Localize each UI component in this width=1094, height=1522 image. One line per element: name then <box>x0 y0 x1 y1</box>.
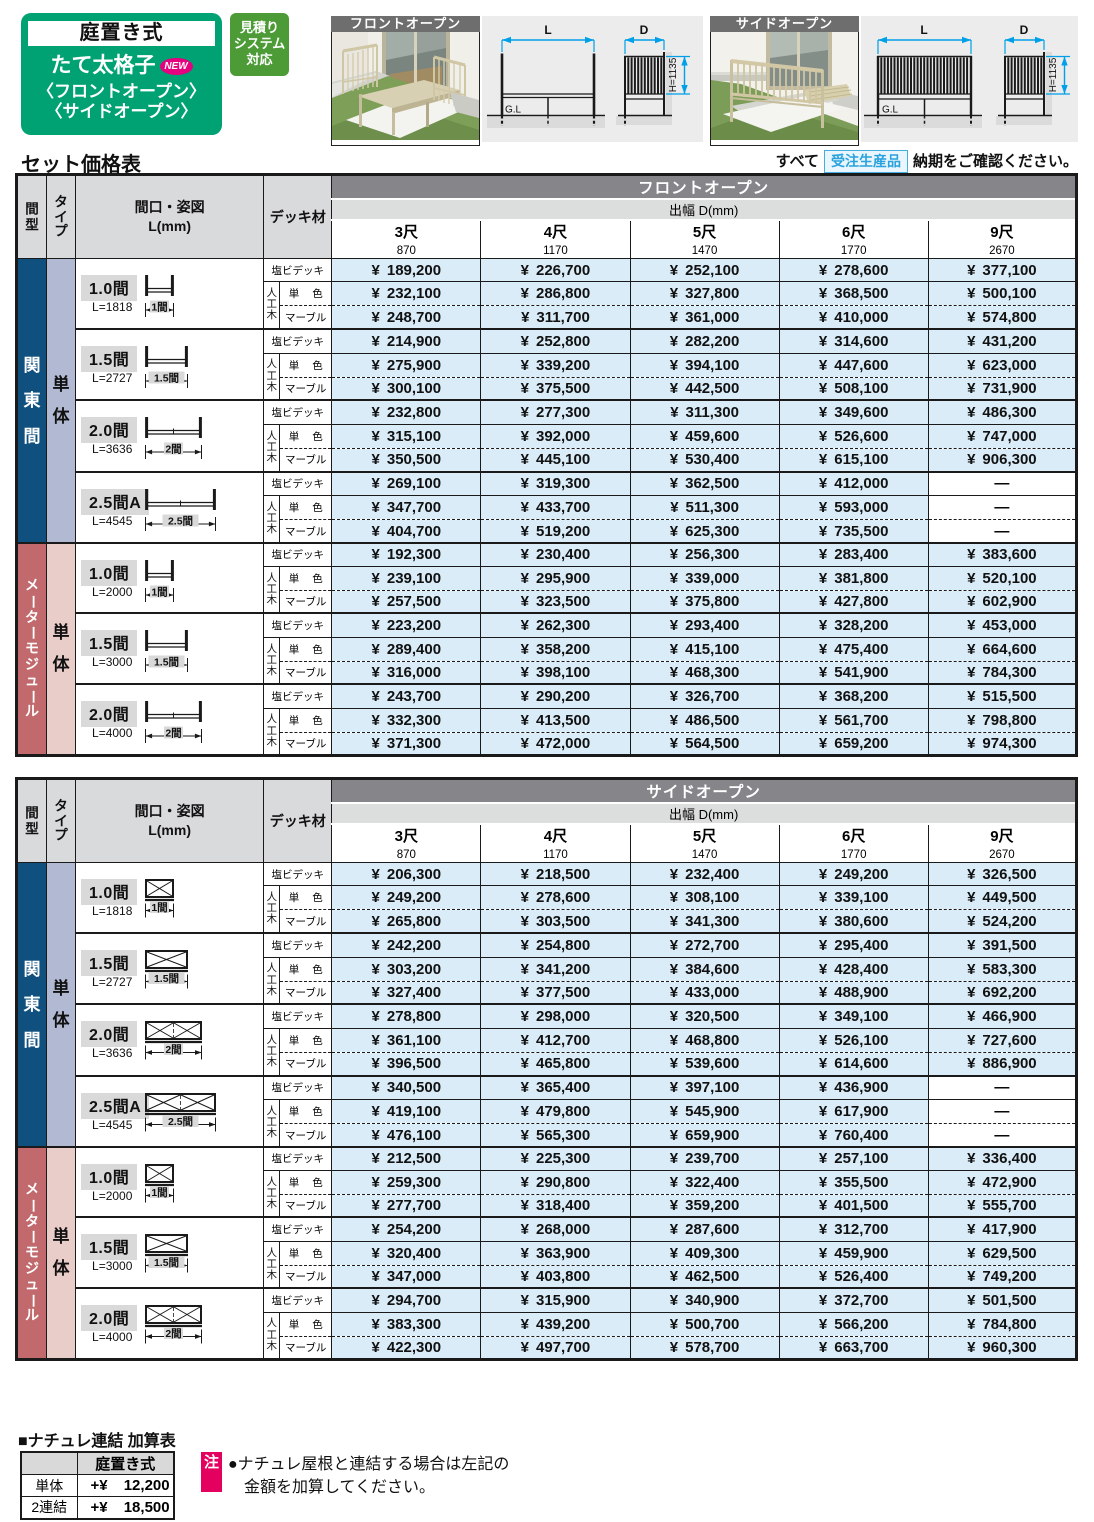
svg-text:1.5間: 1.5間 <box>154 372 179 384</box>
svg-text:G.L: G.L <box>882 105 899 116</box>
svg-text:L: L <box>920 23 927 37</box>
svg-text:D: D <box>1020 23 1029 37</box>
svg-text:1間: 1間 <box>151 302 167 314</box>
svg-text:L: L <box>544 23 551 37</box>
svg-text:1.5間: 1.5間 <box>154 1257 179 1269</box>
svg-text:2間: 2間 <box>165 1328 181 1340</box>
svg-text:G.L: G.L <box>505 105 522 116</box>
svg-text:1間: 1間 <box>151 902 167 914</box>
svg-text:1.5間: 1.5間 <box>154 973 179 985</box>
svg-text:H=1135: H=1135 <box>1048 57 1059 92</box>
svg-text:2間: 2間 <box>165 444 181 456</box>
svg-text:1間: 1間 <box>151 1187 167 1199</box>
svg-text:H=1135: H=1135 <box>668 57 679 92</box>
svg-text:2.5間: 2.5間 <box>168 1116 193 1128</box>
svg-text:2間: 2間 <box>165 728 181 740</box>
svg-text:2.5間: 2.5間 <box>168 515 193 527</box>
svg-text:2間: 2間 <box>165 1044 181 1056</box>
svg-text:D: D <box>640 23 649 37</box>
svg-text:1間: 1間 <box>151 587 167 599</box>
svg-text:1.5間: 1.5間 <box>154 657 179 669</box>
